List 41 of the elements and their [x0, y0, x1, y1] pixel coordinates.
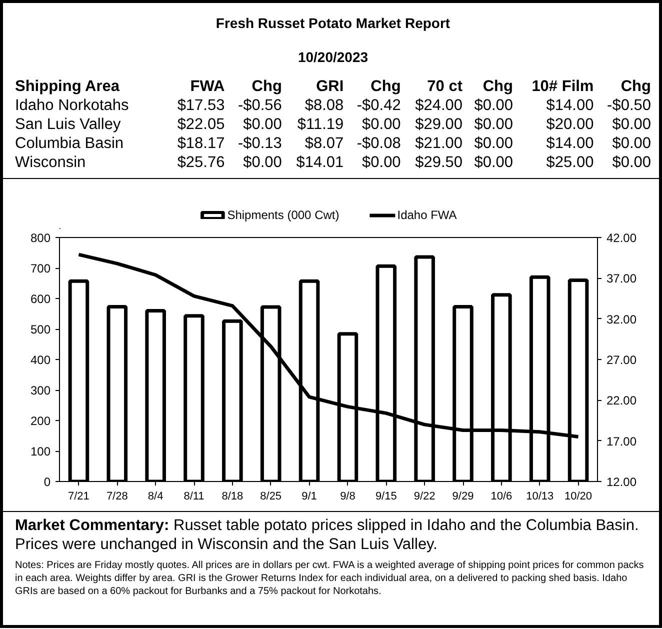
y2-tick-label: 12.00	[606, 475, 637, 489]
y-tick-label: 800	[30, 231, 51, 245]
text: Notes: Prices are Friday mostly quotes. All prices are in dollars per cwt. FWA is a weighted average of shipping point prices for common packs in each area. Weights differ by area. GRI is the Grower Returns Index for each individual area, on a delivered to packing shed basis. Idaho GRIs are based on a 60% packout for Burbanks and a 75% packout for Norkotahs.	[15, 559, 645, 598]
text: San Luis Valley $22.05 $0.00 $11.19 $0.00 $29.00 $0.00 $20.00 $0.00	[15, 116, 651, 133]
y-tick-label: 200	[30, 414, 51, 428]
y-tick-label: 500	[30, 322, 51, 336]
y-tick-label: 100	[30, 444, 51, 458]
chart-subtitle: 10/20/2023	[296, 48, 370, 67]
x-tick-label: 10/13	[526, 490, 554, 502]
text: Shipping Area FWA Chg GRI Chg 70 ct Chg 10# Film Chg	[15, 78, 651, 95]
y-tick-label: 700	[30, 262, 51, 276]
x-tick-label: 8/18	[222, 490, 244, 502]
y-tick-label: 0	[44, 475, 51, 489]
y2-tick-label: 32.00	[606, 312, 637, 326]
y2-tick-label: 22.00	[606, 394, 637, 408]
text: Columbia Basin $18.17 -$0.13 $8.07 -$0.08 $21.00 $0.00 $14.00 $0.00	[15, 135, 651, 152]
x-tick-label: 10/6	[490, 490, 512, 502]
x-tick-label: 9/29	[452, 490, 474, 502]
x-tick-label: 7/28	[106, 490, 128, 502]
y-tick-label: 600	[30, 292, 51, 306]
x-tick-label: 9/8	[340, 490, 356, 502]
x-tick-label: 8/11	[184, 490, 204, 502]
y2-tick-label: 37.00	[606, 272, 637, 286]
text: Idaho Norkotahs $17.53 -$0.56 $8.08 -$0.42 $24.00 $0.00 $14.00 -$0.50	[15, 97, 651, 114]
legend-label: Idaho FWA	[397, 208, 457, 222]
y-tick-label: 300	[30, 384, 51, 398]
legend-label: Shipments (000 Cwt)	[227, 208, 340, 222]
x-tick-label: 9/15	[375, 490, 397, 502]
x-tick-label: 10/20	[564, 490, 592, 502]
x-tick-label: 8/4	[148, 490, 164, 502]
y-tick-label: 400	[30, 353, 51, 367]
y2-tick-label: 27.00	[606, 353, 637, 367]
x-tick-label: 9/22	[414, 490, 436, 502]
x-tick-label: 9/1	[302, 490, 317, 502]
text: Wisconsin $25.76 $0.00 $14.01 $0.00 $29.50 $0.00 $25.00 $0.00	[15, 154, 651, 171]
x-tick-label: 8/25	[260, 490, 282, 502]
y2-tick-label: 42.00	[606, 231, 637, 245]
text: Market Commentary: Russet table potato prices slipped in Idaho and the Columbia Basin. Prices were unchanged in Wisconsin and the San Luis Valley.	[15, 516, 640, 554]
y2-tick-label: 17.00	[606, 434, 637, 448]
x-tick-label: 7/21	[68, 490, 90, 502]
chart-title: Fresh Russet Potato Market Report	[214, 14, 452, 33]
